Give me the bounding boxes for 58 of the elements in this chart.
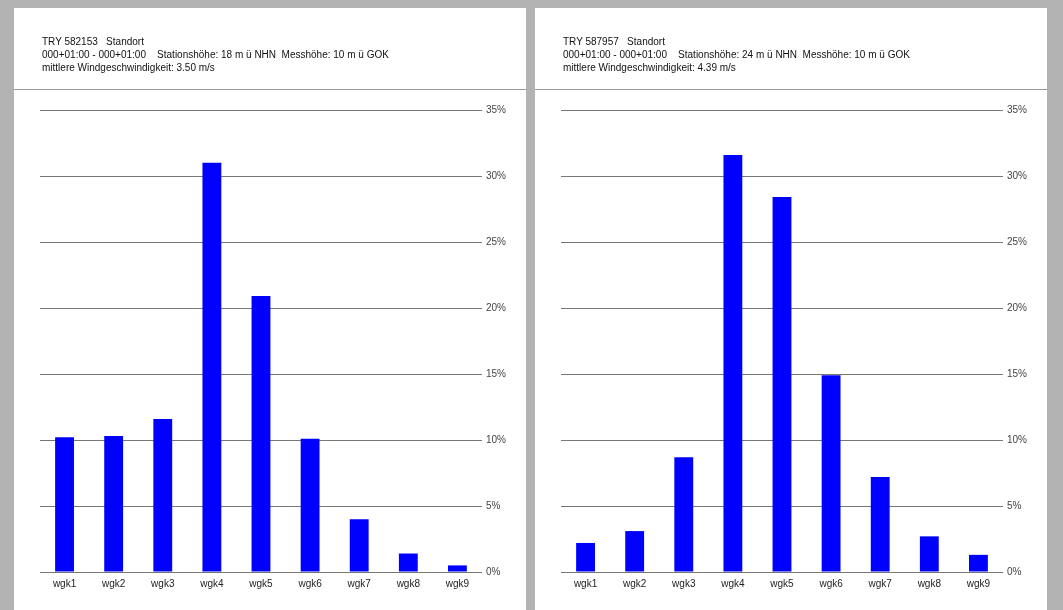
bar [674, 457, 694, 572]
y-tick-label: 30% [485, 169, 507, 181]
y-tick-label: 15% [485, 367, 507, 379]
bar [919, 536, 939, 572]
y-tick-label: 25% [485, 235, 507, 247]
x-tick-label: wgk3 [671, 577, 696, 589]
bar [153, 418, 173, 572]
text: mittlere Windgeschwindigkeit: 3.50 m/s [42, 61, 216, 74]
bar [349, 519, 369, 572]
bar [870, 476, 890, 572]
chart-title: TRY 587957 Standort [563, 35, 666, 48]
x-tick-label: wgk9 [965, 577, 991, 589]
bar [251, 296, 271, 572]
bar [202, 162, 222, 572]
x-tick-label: wgk7 [867, 577, 893, 589]
bar [723, 154, 743, 572]
x-tick-label: wgk8 [395, 577, 421, 589]
y-tick-label: 35% [485, 103, 507, 115]
y-tick-label: 30% [1006, 169, 1028, 181]
x-tick-label: wgk6 [818, 577, 844, 589]
x-tick-label: wgk2 [621, 577, 647, 589]
x-tick-label: wgk1 [572, 577, 598, 589]
bar [969, 554, 988, 572]
x-tick-label: wgk3 [150, 577, 175, 589]
bar [104, 436, 124, 572]
bar [772, 197, 792, 572]
bar [625, 531, 645, 572]
y-tick-label: 35% [1006, 103, 1028, 115]
y-tick-label: 10% [485, 433, 507, 445]
x-tick-label: wgk1 [51, 577, 77, 589]
y-tick-label: 25% [1006, 235, 1028, 247]
y-tick-label: 20% [485, 301, 507, 313]
text: mittlere Windgeschwindigkeit: 4.39 m/s [563, 61, 737, 74]
x-tick-label: wgk5 [769, 577, 795, 589]
y-tick-label: 0% [1006, 565, 1022, 577]
x-tick-label: wgk5 [248, 577, 274, 589]
y-tick-label: 0% [485, 565, 501, 577]
bar [821, 375, 841, 572]
x-tick-label: wgk4 [199, 577, 224, 589]
bar [398, 553, 418, 572]
bar [448, 565, 467, 572]
bar [576, 542, 595, 572]
x-tick-label: wgk2 [100, 577, 126, 589]
y-tick-label: 5% [485, 499, 501, 511]
bar [300, 438, 320, 572]
y-tick-label: 15% [1006, 367, 1028, 379]
y-tick-label: 20% [1006, 301, 1028, 313]
chart-subtitle: 000+01:00 - 000+01:00 Stationshöhe: 18 m ü NHN Messhöhe: 10 m ü GOK [42, 48, 390, 61]
x-tick-label: wgk8 [916, 577, 942, 589]
x-tick-label: wgk4 [720, 577, 745, 589]
x-tick-label: wgk6 [297, 577, 323, 589]
x-tick-label: wgk7 [346, 577, 372, 589]
y-tick-label: 10% [1006, 433, 1028, 445]
chart-subtitle: 000+01:00 - 000+01:00 Stationshöhe: 24 m ü NHN Messhöhe: 10 m ü GOK [563, 48, 911, 61]
x-tick-label: wgk9 [444, 577, 470, 589]
chart-title: TRY 582153 Standort [42, 35, 145, 48]
bar [55, 437, 74, 572]
y-tick-label: 5% [1006, 499, 1022, 511]
